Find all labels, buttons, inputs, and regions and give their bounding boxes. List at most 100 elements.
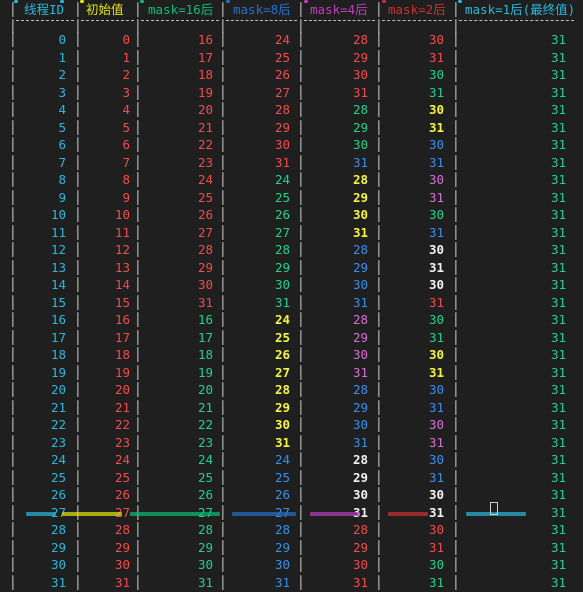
column-divider: │: [219, 574, 227, 590]
cell-m8: 24: [274, 312, 290, 327]
header-separator: [81, 20, 134, 22]
partial-line-fragment: [26, 512, 56, 516]
column-divider: │: [9, 364, 17, 380]
column-divider: │: [134, 452, 142, 467]
cell-init: 9: [122, 189, 130, 205]
column-divider: │: [452, 347, 460, 362]
cell-m1: 31: [550, 172, 566, 187]
column-divider: │: [297, 207, 305, 222]
column-divider: │: [297, 154, 305, 170]
cell-m8: 30: [274, 417, 290, 432]
column-divider: │: [219, 242, 227, 257]
column-divider: │: [219, 469, 227, 485]
column-divider: │: [452, 557, 460, 572]
cell-m8: 29: [274, 399, 290, 415]
cell-m2: 30: [428, 277, 444, 292]
column-divider: │: [452, 172, 460, 187]
column-divider: │: [74, 189, 82, 205]
cell-m1: 31: [550, 294, 566, 310]
cell-m1: 31: [550, 399, 566, 415]
header-separator: [16, 20, 74, 22]
column-divider: │: [452, 19, 460, 34]
column-divider: │: [74, 119, 82, 135]
column-divider: │: [297, 539, 305, 555]
cell-init: 13: [114, 259, 130, 275]
cell-m2: 31: [428, 364, 444, 380]
cell-init: 20: [114, 382, 130, 397]
column-divider: │: [74, 207, 82, 222]
cell-m16: 21: [197, 119, 213, 135]
cell-m16: 24: [197, 172, 213, 187]
cell-m8: 27: [274, 84, 290, 100]
column-divider: │: [9, 434, 17, 450]
cell-m8: 28: [274, 102, 290, 117]
cell-m16: 18: [197, 347, 213, 362]
column-header-m4: mask=4后: [310, 2, 368, 17]
column-divider: │: [219, 487, 227, 502]
column-divider: │: [375, 102, 383, 117]
column-divider: │: [297, 259, 305, 275]
cell-init: 24: [114, 452, 130, 467]
cell-m16: 30: [197, 557, 213, 572]
header-separator: [459, 20, 574, 22]
column-divider: │: [134, 189, 142, 205]
cell-init: 18: [114, 347, 130, 362]
cell-m1: 31: [550, 487, 566, 502]
column-divider: │: [375, 557, 383, 572]
column-divider: │: [9, 207, 17, 222]
cell-m16: 31: [197, 574, 213, 590]
cell-init: 19: [114, 364, 130, 380]
column-divider: │: [74, 487, 82, 502]
column-divider: │: [375, 242, 383, 257]
cell-init: 4: [122, 102, 130, 117]
cell-m4: 28: [352, 32, 368, 47]
column-divider: │: [297, 67, 305, 82]
column-divider: │: [219, 364, 227, 380]
cell-m4: 28: [352, 382, 368, 397]
column-divider: │: [452, 102, 460, 117]
column-divider: │: [297, 189, 305, 205]
cell-m4: 30: [352, 347, 368, 362]
column-header-m2: mask=2后: [388, 2, 446, 17]
cell-m1: 31: [550, 312, 566, 327]
cell-m8: 26: [274, 487, 290, 502]
column-divider: │: [297, 2, 305, 17]
column-divider: │: [375, 487, 383, 502]
cell-m16: 18: [197, 67, 213, 82]
cell-m2: 31: [428, 119, 444, 135]
status-dot: [382, 0, 386, 3]
cell-m16: 31: [197, 294, 213, 310]
column-divider: │: [452, 364, 460, 380]
column-divider: │: [452, 32, 460, 47]
column-divider: │: [219, 67, 227, 82]
column-divider: │: [297, 242, 305, 257]
cell-init: 5: [122, 119, 130, 135]
cell-m8: 29: [274, 119, 290, 135]
column-divider: │: [134, 2, 142, 17]
column-divider: │: [134, 312, 142, 327]
column-divider: │: [9, 172, 17, 187]
column-divider: │: [74, 2, 82, 17]
cell-m8: 28: [274, 382, 290, 397]
column-divider: │: [9, 32, 17, 47]
column-divider: │: [9, 154, 17, 170]
cell-m8: 26: [274, 347, 290, 362]
cell-m1: 31: [550, 137, 566, 152]
cell-m8: 27: [274, 224, 290, 240]
cell-m4: 30: [352, 67, 368, 82]
column-divider: │: [134, 539, 142, 555]
column-divider: │: [375, 522, 383, 537]
column-divider: │: [134, 434, 142, 450]
column-divider: │: [9, 84, 17, 100]
column-divider: │: [134, 207, 142, 222]
cell-m2: 31: [428, 189, 444, 205]
cell-m2: 30: [428, 172, 444, 187]
column-divider: │: [134, 417, 142, 432]
status-dot: [304, 0, 308, 3]
column-divider: │: [219, 224, 227, 240]
column-divider: │: [375, 434, 383, 450]
column-header-m1: mask=1后(最终值): [465, 2, 576, 17]
header-separator: [141, 20, 219, 22]
partial-line-fragment: [130, 512, 220, 516]
cell-m4: 28: [352, 102, 368, 117]
